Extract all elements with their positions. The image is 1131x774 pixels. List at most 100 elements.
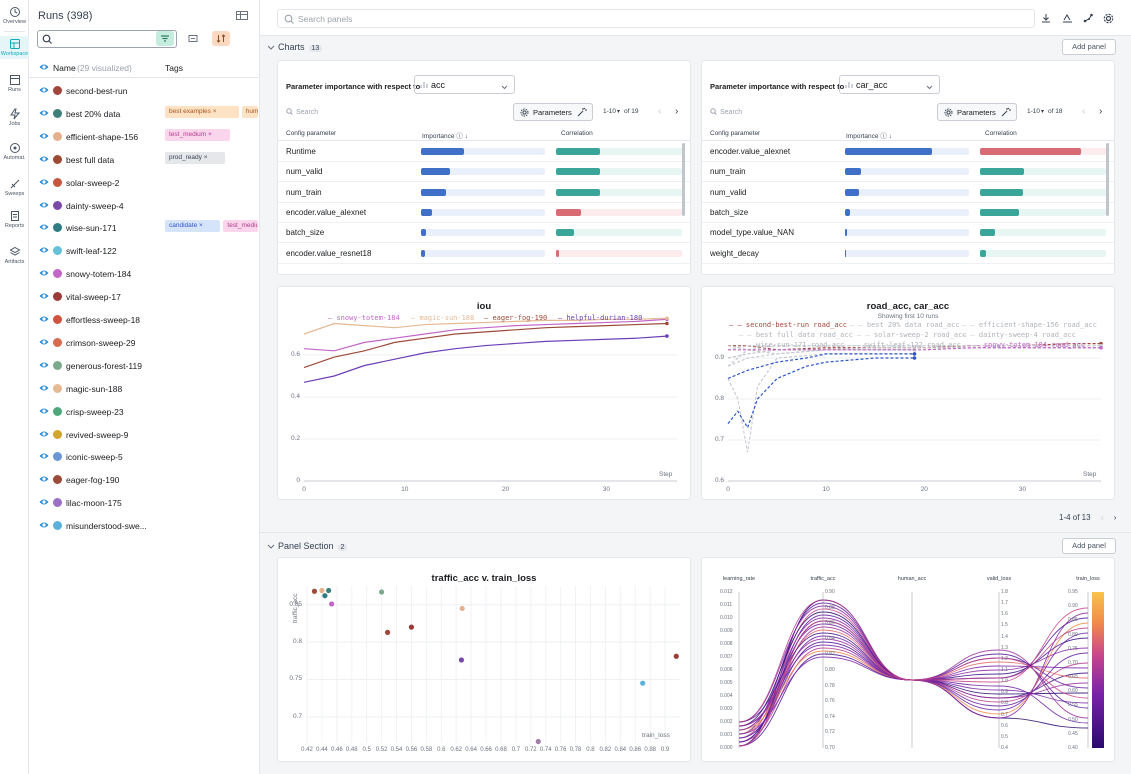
eye-icon[interactable] <box>39 315 49 325</box>
eye-icon[interactable] <box>39 178 49 188</box>
eye-icon[interactable] <box>39 63 49 73</box>
col-name-header[interactable]: Name <box>53 63 76 73</box>
sweep-graph-icon[interactable] <box>1083 13 1094 26</box>
series-line[interactable] <box>727 353 915 380</box>
run-name[interactable]: lilac-moon-175 <box>66 498 122 509</box>
eye-icon[interactable] <box>39 475 49 485</box>
col-importance[interactable]: Importance ⓘ ↓ <box>422 130 468 140</box>
close-icon[interactable]: × <box>210 107 217 115</box>
metric-select[interactable]: car_acc <box>839 75 940 94</box>
add-panel-button[interactable]: Add panel <box>1062 39 1116 55</box>
pc-run-line[interactable] <box>738 620 1089 747</box>
run-name[interactable]: crisp-sweep-23 <box>66 406 124 417</box>
eye-icon[interactable] <box>39 407 49 417</box>
eye-icon[interactable] <box>39 292 49 302</box>
eye-icon[interactable] <box>39 452 49 462</box>
series-line[interactable] <box>727 349 915 359</box>
scatter-point[interactable] <box>326 587 332 594</box>
eye-icon[interactable] <box>39 498 49 508</box>
series-line[interactable] <box>728 347 1101 351</box>
eye-icon[interactable] <box>39 521 49 531</box>
eye-icon[interactable] <box>39 384 49 394</box>
series-line[interactable] <box>303 318 667 352</box>
panel-section-header[interactable]: Panel Section 2 <box>260 537 1131 557</box>
scatter-point[interactable] <box>311 588 318 594</box>
chevron-left-icon[interactable]: ‹ <box>658 106 662 117</box>
run-row[interactable]: lilac-moon-175 <box>29 492 260 514</box>
eye-icon[interactable] <box>39 132 49 142</box>
series-line[interactable] <box>303 335 667 383</box>
run-color-dot[interactable] <box>53 383 62 393</box>
eye-icon[interactable] <box>39 269 49 279</box>
chevron-right-icon[interactable]: › <box>1099 106 1103 117</box>
run-name[interactable]: snowy-totem-184 <box>66 269 132 280</box>
run-row[interactable]: crisp-sweep-23 <box>29 401 260 423</box>
magic-wand-icon[interactable] <box>1000 107 1011 120</box>
scatter-point[interactable] <box>408 624 415 630</box>
nav-jobs[interactable]: Jobs <box>0 108 29 127</box>
scatter-point[interactable] <box>535 738 541 745</box>
run-row[interactable]: efficient-shape-156 test_medium × <box>29 126 260 148</box>
run-name[interactable]: swift-leaf-122 <box>66 246 117 257</box>
series-line[interactable] <box>727 353 915 453</box>
run-name[interactable]: revived-sweep-9 <box>66 429 129 440</box>
close-icon[interactable]: × <box>201 153 208 161</box>
run-color-dot[interactable] <box>53 269 62 279</box>
run-row[interactable]: best 20% data best examples ×humans × <box>29 103 260 125</box>
close-icon[interactable]: × <box>197 222 203 230</box>
run-color-dot[interactable] <box>53 154 62 164</box>
legend-item[interactable]: – – swift-leaf-122 road_acc <box>847 341 961 349</box>
legend-item[interactable]: – – solar-sweep-2 road_acc <box>857 331 967 339</box>
run-row[interactable]: dainty-sweep-4 <box>29 195 260 217</box>
chevron-down-icon[interactable]: ▾ <box>1041 109 1045 115</box>
legend-item[interactable]: – – wise-sun-171 road_acc <box>739 341 844 349</box>
filter-button[interactable] <box>156 31 174 46</box>
eye-icon[interactable] <box>39 338 49 348</box>
nav-sweeps[interactable]: Sweeps <box>0 178 29 197</box>
run-name[interactable]: effortless-sweep-18 <box>66 315 141 325</box>
legend-item[interactable]: – – best full data road_acc <box>739 331 853 339</box>
run-name[interactable]: solar-sweep-2 <box>66 177 120 188</box>
parameters-button[interactable]: Parameters <box>513 103 593 121</box>
run-name[interactable]: misunderstood-swe... <box>66 521 147 532</box>
scatter-point[interactable] <box>329 601 335 607</box>
run-row[interactable]: snowy-totem-184 <box>29 263 260 285</box>
series-line[interactable] <box>727 347 1101 359</box>
run-tag[interactable]: best examples × <box>165 105 239 118</box>
pi-search-input[interactable]: Search <box>710 108 742 116</box>
run-color-dot[interactable] <box>53 452 62 462</box>
run-color-dot[interactable] <box>53 429 62 439</box>
run-color-dot[interactable] <box>53 177 62 187</box>
run-color-dot[interactable] <box>53 200 62 210</box>
nav-automat[interactable]: Automat. <box>0 142 29 161</box>
scatter-point[interactable] <box>459 605 465 612</box>
run-color-dot[interactable] <box>53 337 62 347</box>
legend-item[interactable]: – – dainty-sweep-4 road_acc <box>962 331 1076 339</box>
run-row[interactable]: second-best-run <box>29 80 260 102</box>
chevron-left-icon[interactable]: ‹ <box>1082 106 1086 117</box>
close-icon[interactable]: × <box>206 130 212 138</box>
run-tag[interactable]: humans × <box>241 105 258 118</box>
run-tag[interactable]: test_medium × <box>223 220 258 233</box>
scatter-point[interactable] <box>673 653 679 659</box>
run-color-dot[interactable] <box>53 406 62 416</box>
run-name[interactable]: dainty-sweep-4 <box>66 200 124 211</box>
parameters-button[interactable]: Parameters <box>937 103 1017 121</box>
run-color-dot[interactable] <box>53 475 62 485</box>
magic-wand-icon[interactable] <box>576 107 587 120</box>
legend-item[interactable]: – – best 20% data road_acc <box>850 321 960 329</box>
run-name[interactable]: best 20% data <box>66 108 121 119</box>
scatter-point[interactable] <box>322 593 328 599</box>
run-name[interactable]: magic-sun-188 <box>66 383 123 394</box>
nav-runs[interactable]: Runs <box>0 74 29 93</box>
scrollbar[interactable] <box>682 143 685 216</box>
nav-reports[interactable]: Reports <box>0 210 29 229</box>
run-color-dot[interactable] <box>53 223 62 233</box>
run-color-dot[interactable] <box>53 246 62 256</box>
nav-overview[interactable]: Overview <box>0 6 29 25</box>
scatter-point[interactable] <box>458 657 465 663</box>
scatter-point[interactable] <box>384 629 391 635</box>
chevron-down-icon[interactable] <box>267 542 275 552</box>
eye-icon[interactable] <box>39 430 49 440</box>
